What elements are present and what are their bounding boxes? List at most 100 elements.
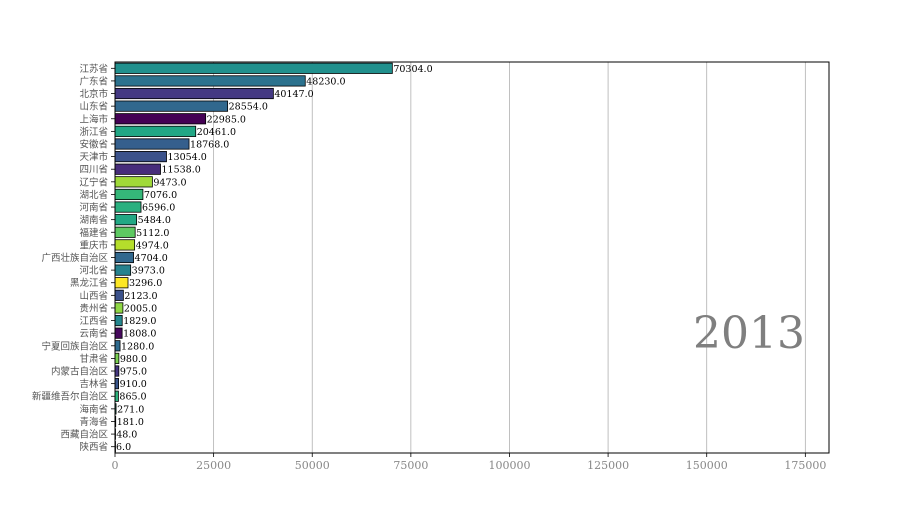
bar-value-label: 4974.0 [136,240,169,251]
y-tick-label: 四川省 [79,164,108,176]
bar-value-label: 70304.0 [393,64,432,75]
bar-value-label: 1280.0 [121,341,154,352]
bar-value-label: 1808.0 [123,329,156,340]
bar [114,365,120,377]
bar-value-label: 13054.0 [167,152,206,163]
bar-value-label: 3973.0 [132,266,165,277]
x-tick-labels: 0 25000 50000 75000 100000 125000 150000 175000 [112,453,826,472]
bar [114,188,144,201]
bar-value-label: 5112.0 [136,228,169,239]
bar [114,62,393,74]
bar [114,75,306,87]
bar [114,201,142,213]
y-tick-label: 河北省 [79,265,108,277]
bar [114,239,136,251]
y-tick-label: 云南省 [79,328,108,340]
y-tick-labels: 江苏省广东省北京市山东省上海市浙江省安徽省天津市四川省辽宁省湖北省河南省湖南省福… [32,63,115,453]
bar [114,289,124,301]
bar-value-label: 1829.0 [123,316,156,327]
x-tick-label: 50000 [295,459,330,472]
x-tick-label: 25000 [196,459,231,472]
bar [114,352,120,364]
bar [114,390,119,402]
y-tick-label: 福建省 [79,227,108,239]
x-tick-label: 175000 [784,459,826,472]
x-tick-label: 150000 [686,459,728,472]
bar [114,163,161,175]
bar [114,100,229,112]
bar-value-label: 4704.0 [135,253,168,264]
bar-value-label: 20461.0 [197,127,236,138]
bar [114,151,167,163]
bars [114,62,393,453]
y-tick-label: 甘肃省 [79,353,108,365]
y-tick-label: 山东省 [79,101,108,113]
bar-value-label: 975.0 [120,367,147,378]
y-tick-label: 湖南省 [79,214,108,226]
bar-value-label: 48.0 [116,430,137,441]
bar-value-label: 910.0 [120,379,147,390]
y-tick-label: 天津市 [79,151,108,163]
bar-value-label: 2123.0 [124,291,157,302]
y-tick-label: 安徽省 [79,138,108,150]
bar [114,113,207,125]
plot-frame [114,61,830,454]
y-tick-label: 浙江省 [79,126,108,138]
y-tick-label: 青海省 [79,416,108,428]
year-label: 2013 [693,308,805,359]
y-tick-label: 吉林省 [79,378,108,390]
bar [114,176,153,188]
bar-value-label: 5484.0 [138,215,171,226]
y-tick-label: 上海市 [79,113,108,125]
bar [114,340,121,352]
bar [114,251,134,264]
bar-value-label: 7076.0 [144,190,177,201]
y-tick-label: 内蒙古自治区 [51,366,109,378]
bar [114,87,274,100]
bar [114,264,132,276]
x-tick-label: 75000 [393,459,428,472]
bar [114,327,123,339]
bar-value-label: 28554.0 [229,102,268,113]
y-tick-label: 广西壮族自治区 [41,252,108,264]
y-tick-label: 江苏省 [79,63,108,75]
bar-value-label: 11538.0 [162,165,201,176]
bar-value-label: 3296.0 [129,278,162,289]
bar [114,125,197,137]
bar-value-label: 980.0 [120,354,147,365]
y-tick-label: 宁夏回族自治区 [41,340,108,352]
bar-value-label: 48230.0 [306,76,345,87]
bar [114,302,124,314]
y-tick-label: 北京市 [79,88,108,100]
y-tick-label: 湖北省 [79,189,108,201]
bar-value-label: 271.0 [117,404,144,415]
bar [114,226,136,238]
y-tick-label: 辽宁省 [79,176,108,188]
y-tick-label: 山西省 [79,290,108,302]
y-tick-label: 广东省 [79,75,108,87]
bar-value-label: 9473.0 [153,177,186,188]
y-tick-label: 重庆市 [79,239,108,251]
x-tick-label: 100000 [488,459,530,472]
bar-value-label: 181.0 [117,417,144,428]
bar-value-label: 6596.0 [142,203,175,214]
bar-value-label: 865.0 [119,392,146,403]
bar [114,314,123,327]
y-tick-label: 贵州省 [79,302,108,314]
bar-value-label: 22985.0 [207,114,246,125]
x-tick-label: 0 [112,459,119,472]
y-tick-label: 黑龙江省 [70,277,108,289]
y-tick-label: 江西省 [79,315,108,327]
y-tick-label: 陕西省 [79,441,108,453]
bar-value-label: 40147.0 [274,89,313,100]
bar [114,138,190,150]
bar-value-label: 6.0 [116,442,131,453]
bar [114,378,119,390]
bar [114,277,129,289]
y-tick-label: 海南省 [79,403,108,415]
y-tick-label: 河南省 [79,202,108,214]
x-tick-label: 125000 [587,459,629,472]
bar-value-label: 2005.0 [124,303,157,314]
